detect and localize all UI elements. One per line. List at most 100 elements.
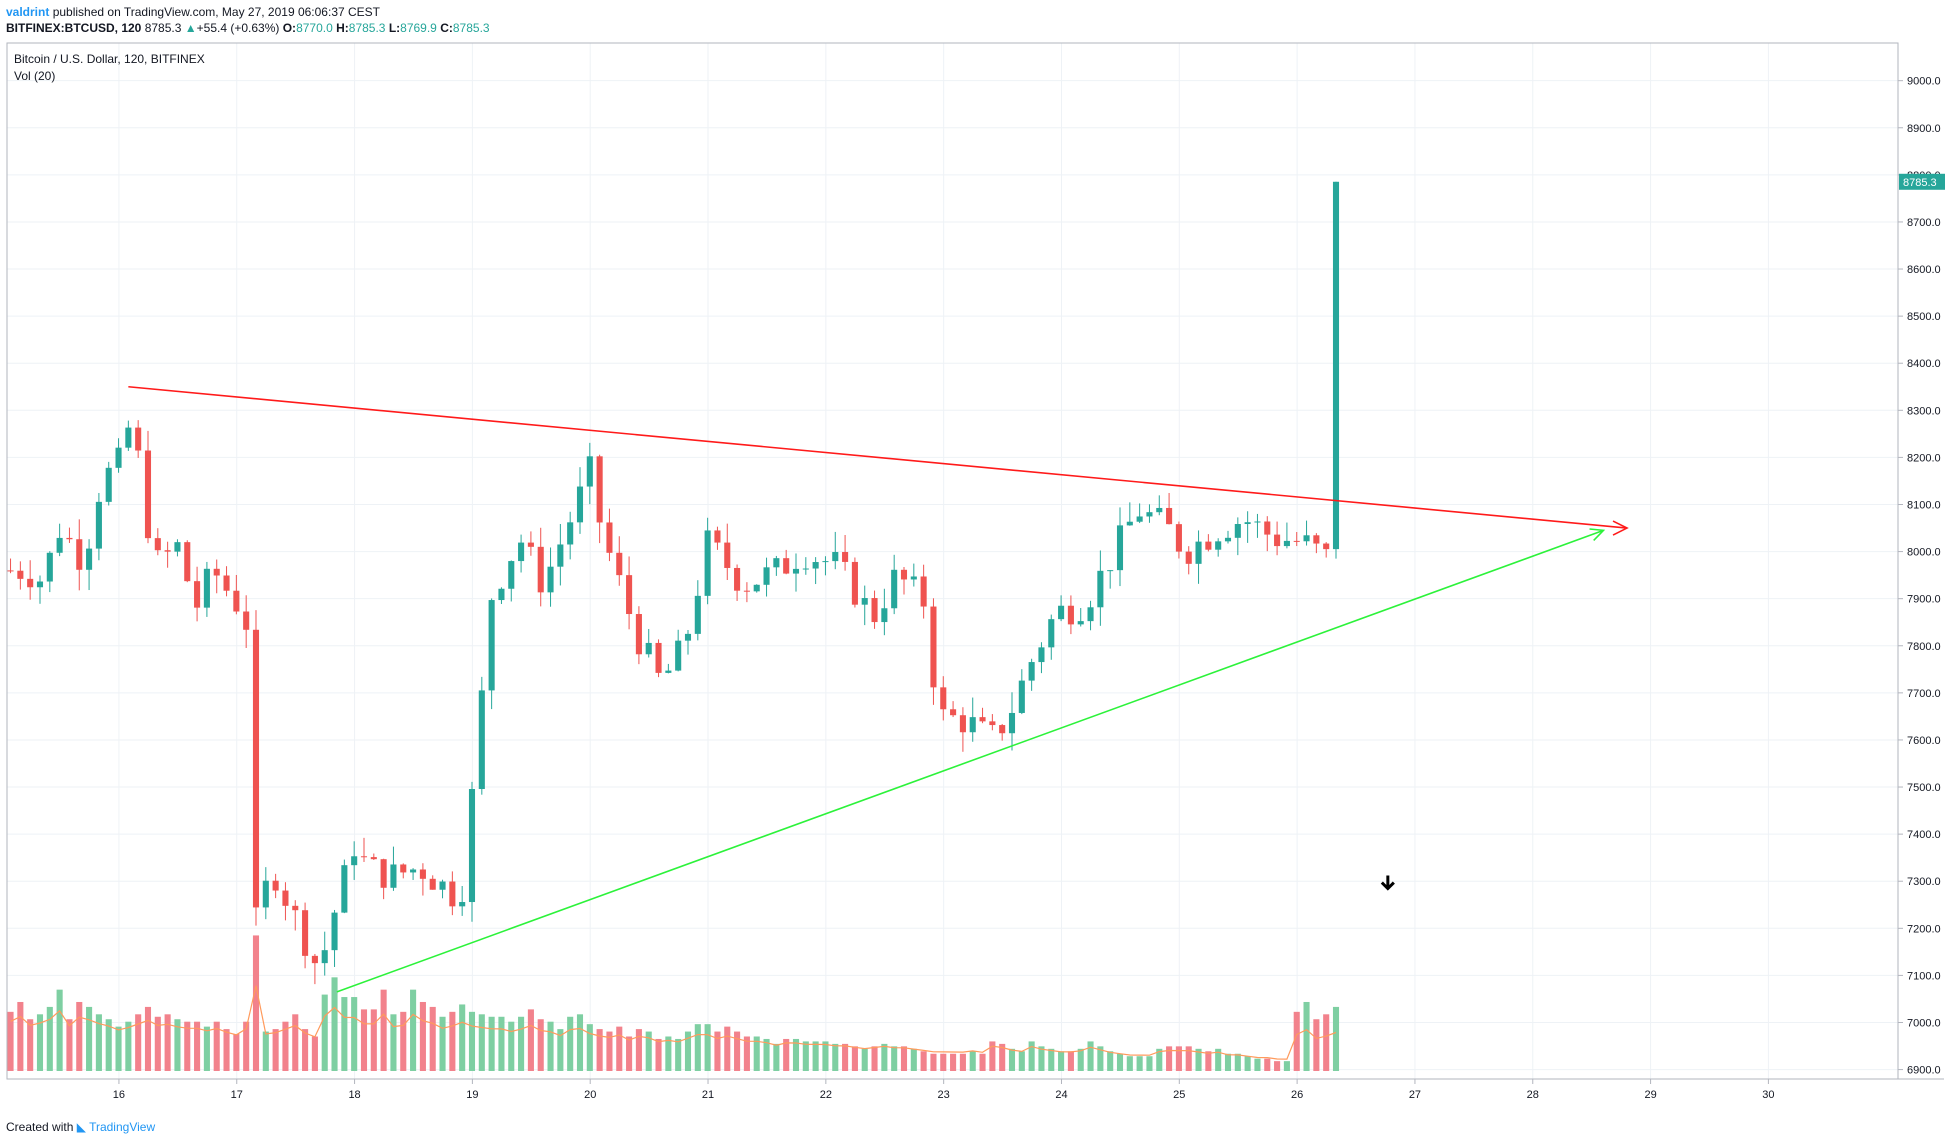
candle-body bbox=[311, 955, 318, 964]
volume-bar bbox=[969, 1051, 976, 1071]
volume-bar bbox=[76, 1001, 83, 1071]
last-price-badge bbox=[1899, 173, 1945, 190]
candle-body bbox=[498, 588, 505, 601]
candle-body bbox=[518, 542, 525, 562]
published-text: published on TradingView.com, May 27, 20… bbox=[52, 5, 381, 19]
candle-body bbox=[1185, 551, 1192, 564]
volume-bar bbox=[616, 1026, 623, 1071]
x-tick-label: 26 bbox=[1291, 1089, 1303, 1101]
volume-bar bbox=[606, 1031, 613, 1071]
y-tick-label: 6900.0 bbox=[1907, 1065, 1941, 1077]
candle-body bbox=[930, 606, 937, 688]
candle-body bbox=[684, 633, 692, 641]
volume-bar bbox=[262, 1031, 269, 1071]
volume-bar bbox=[527, 1009, 534, 1071]
candle-body bbox=[694, 595, 701, 634]
candle-body bbox=[989, 721, 996, 726]
volume-bar bbox=[1185, 1046, 1192, 1071]
candle-body bbox=[1018, 680, 1025, 713]
volume-bar bbox=[370, 1009, 377, 1071]
volume-bar bbox=[1323, 1014, 1330, 1071]
volume-bar bbox=[891, 1046, 898, 1071]
volume-bar bbox=[861, 1048, 868, 1071]
candle-body bbox=[7, 570, 14, 572]
candle-body bbox=[1313, 535, 1320, 544]
candle-body bbox=[665, 670, 672, 673]
candle-body bbox=[223, 575, 230, 591]
candle-body bbox=[753, 584, 760, 592]
symbol-name[interactable]: BITFINEX:BTCUSD, 120 bbox=[6, 21, 142, 35]
candle-body bbox=[400, 864, 407, 873]
volume-bar bbox=[449, 1011, 456, 1071]
y-tick-label: 7700.0 bbox=[1907, 688, 1941, 700]
volume-bar bbox=[419, 1001, 426, 1071]
candle-body bbox=[36, 581, 44, 588]
volume-ma bbox=[10, 985, 1337, 1060]
volume-bars bbox=[7, 935, 1340, 1071]
close-value: 8785.3 bbox=[452, 21, 490, 35]
x-tick-label: 22 bbox=[820, 1089, 832, 1101]
volume-bar bbox=[1254, 1058, 1261, 1071]
candle-body bbox=[1077, 621, 1084, 625]
candle-body bbox=[1126, 521, 1133, 526]
candle-body bbox=[871, 598, 878, 623]
candle-body bbox=[812, 562, 819, 569]
volume-bar bbox=[822, 1041, 829, 1071]
volume-bar bbox=[1087, 1041, 1094, 1071]
volume-bar bbox=[547, 1021, 554, 1071]
volume-bar bbox=[812, 1041, 819, 1071]
candle-body bbox=[792, 568, 800, 574]
volume-bar bbox=[468, 1011, 476, 1071]
volume-bar bbox=[86, 1006, 93, 1071]
volume-bar bbox=[154, 1016, 161, 1071]
volume-bar bbox=[429, 1006, 436, 1071]
volume-bar bbox=[7, 1011, 14, 1071]
grid bbox=[7, 43, 1898, 1079]
tradingview-brand[interactable]: TradingView bbox=[89, 1120, 156, 1134]
candle-body bbox=[262, 880, 269, 908]
resistance-trendline bbox=[128, 385, 1628, 529]
y-tick-label: 8400.0 bbox=[1907, 358, 1941, 370]
candle-body bbox=[1097, 570, 1104, 608]
y-tick-label: 7600.0 bbox=[1907, 735, 1941, 747]
volume-bar bbox=[596, 1029, 603, 1071]
volume-bar bbox=[36, 1014, 44, 1071]
candle-body bbox=[439, 881, 446, 890]
candle-body bbox=[979, 717, 986, 722]
y-tick-label: 8700.0 bbox=[1907, 217, 1941, 229]
candle-body bbox=[213, 568, 220, 576]
y-tick-label: 8300.0 bbox=[1907, 405, 1941, 417]
candle-body bbox=[724, 542, 731, 568]
volume-bar bbox=[842, 1043, 849, 1071]
volume-bar bbox=[871, 1046, 878, 1071]
price-axis[interactable]: 6900.0 7000.0 7100.0 7200.0 7300.0 7400.0 7500… bbox=[1898, 76, 1945, 1077]
candle-body bbox=[321, 950, 328, 964]
volume-bar bbox=[655, 1038, 662, 1071]
candle-body bbox=[203, 568, 210, 608]
volume-bar bbox=[439, 1016, 446, 1071]
created-with-text: Created with bbox=[6, 1120, 74, 1134]
candle-body bbox=[655, 642, 662, 673]
volume-bar bbox=[626, 1036, 633, 1071]
candle-body bbox=[1205, 541, 1212, 550]
candle-body bbox=[881, 608, 888, 623]
candle-body bbox=[449, 881, 456, 907]
candle-body bbox=[959, 715, 966, 733]
volume-bar bbox=[714, 1031, 721, 1071]
volume-bar bbox=[1175, 1046, 1182, 1071]
candle-body bbox=[184, 542, 191, 582]
volume-bar bbox=[518, 1016, 525, 1071]
candle-body bbox=[1323, 543, 1330, 550]
volume-bar bbox=[27, 1019, 34, 1071]
author-link[interactable]: valdrint bbox=[6, 5, 50, 19]
volume-bar bbox=[1116, 1053, 1124, 1071]
volume-bar bbox=[753, 1036, 760, 1071]
candle-body bbox=[606, 522, 613, 553]
volume-bar bbox=[321, 994, 328, 1071]
time-axis[interactable]: 16 17 18 19 20 21 22 23 24 25 26 27 28 29 30 bbox=[113, 1079, 1775, 1101]
candle-body bbox=[135, 427, 142, 451]
x-tick-label: 25 bbox=[1173, 1089, 1185, 1101]
volume-bar bbox=[56, 989, 63, 1071]
volume-bar bbox=[724, 1026, 731, 1071]
